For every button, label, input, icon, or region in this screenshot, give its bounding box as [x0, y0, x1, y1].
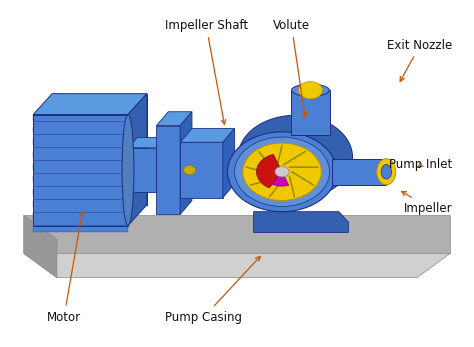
- Polygon shape: [156, 126, 180, 214]
- Polygon shape: [254, 212, 348, 232]
- Polygon shape: [180, 112, 192, 214]
- Polygon shape: [180, 128, 235, 142]
- Polygon shape: [223, 128, 235, 198]
- Text: Pump Inlet: Pump Inlet: [390, 158, 453, 171]
- Circle shape: [235, 137, 329, 206]
- Polygon shape: [291, 90, 330, 135]
- Polygon shape: [33, 164, 128, 170]
- Polygon shape: [33, 152, 128, 158]
- Polygon shape: [180, 142, 223, 198]
- Circle shape: [299, 82, 322, 99]
- Polygon shape: [24, 215, 57, 278]
- Polygon shape: [24, 215, 450, 253]
- Polygon shape: [33, 115, 128, 226]
- Polygon shape: [24, 253, 450, 278]
- Text: Volute: Volute: [273, 19, 310, 117]
- Ellipse shape: [47, 99, 57, 199]
- Polygon shape: [33, 226, 128, 232]
- Ellipse shape: [377, 159, 396, 185]
- Polygon shape: [137, 167, 348, 173]
- Polygon shape: [332, 159, 386, 185]
- Ellipse shape: [122, 115, 134, 226]
- Text: Pump Casing: Pump Casing: [165, 256, 260, 323]
- Polygon shape: [33, 94, 147, 115]
- Polygon shape: [52, 94, 147, 205]
- Polygon shape: [128, 94, 147, 226]
- Polygon shape: [33, 139, 128, 145]
- Polygon shape: [33, 188, 128, 195]
- Polygon shape: [156, 112, 192, 126]
- Polygon shape: [128, 137, 166, 148]
- Polygon shape: [33, 115, 128, 121]
- Ellipse shape: [292, 84, 329, 96]
- Polygon shape: [33, 176, 128, 183]
- Polygon shape: [33, 201, 128, 207]
- Text: Impeller: Impeller: [401, 191, 453, 215]
- Wedge shape: [256, 154, 282, 188]
- Circle shape: [243, 143, 321, 201]
- Polygon shape: [128, 148, 156, 192]
- Text: Exit Nozzle: Exit Nozzle: [387, 39, 453, 81]
- Text: Impeller Shaft: Impeller Shaft: [164, 19, 248, 124]
- Polygon shape: [33, 127, 128, 133]
- Circle shape: [275, 167, 289, 177]
- Polygon shape: [156, 137, 166, 192]
- Circle shape: [228, 132, 337, 212]
- Wedge shape: [272, 172, 289, 186]
- Circle shape: [183, 166, 196, 175]
- Ellipse shape: [238, 115, 353, 199]
- Ellipse shape: [381, 164, 392, 179]
- Polygon shape: [33, 213, 128, 219]
- Text: Motor: Motor: [47, 212, 83, 323]
